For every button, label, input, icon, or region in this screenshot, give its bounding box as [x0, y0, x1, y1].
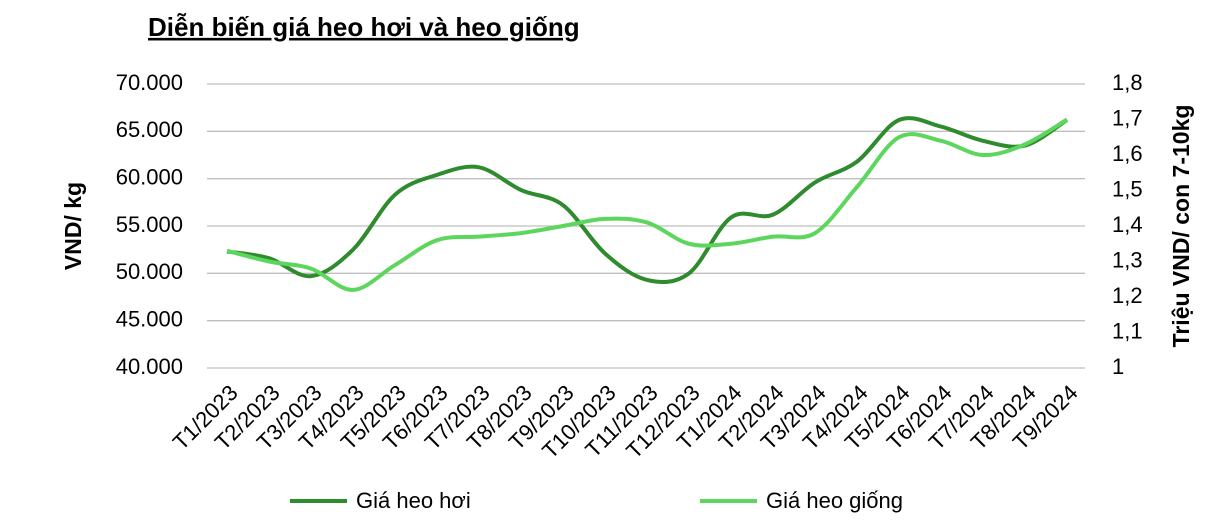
- y-axis-title: VND/ kg: [60, 182, 86, 270]
- y-tick-label: 65.000: [116, 117, 183, 142]
- y2-tick-label: 1,3: [1112, 247, 1143, 272]
- legend-label: Giá heo giống: [766, 488, 903, 513]
- chart-title: Diễn biến giá heo hơi và heo giống: [148, 12, 580, 42]
- y2-tick-label: 1,8: [1112, 70, 1143, 95]
- y2-tick-label: 1,4: [1112, 212, 1143, 237]
- y2-tick-label: 1,6: [1112, 141, 1143, 166]
- y-tick-label: 55.000: [116, 212, 183, 237]
- y2-tick-label: 1,7: [1112, 105, 1143, 130]
- y2-axis-title: Triệu VND/ con 7-10kg: [1168, 105, 1194, 348]
- y-tick-label: 45.000: [116, 306, 183, 331]
- y2-tick-label: 1,1: [1112, 318, 1143, 343]
- y-tick-label: 60.000: [116, 164, 183, 189]
- y-tick-label: 40.000: [116, 354, 183, 379]
- y2-tick-label: 1,5: [1112, 176, 1143, 201]
- y-tick-label: 70.000: [116, 70, 183, 95]
- series-line: [226, 116, 1069, 285]
- y2-tick-label: 1,2: [1112, 283, 1143, 308]
- y2-tick-label: 1: [1112, 354, 1124, 379]
- y-tick-label: 50.000: [116, 259, 183, 284]
- legend-label: Giá heo hơi: [356, 488, 471, 513]
- series-line: [226, 117, 1069, 292]
